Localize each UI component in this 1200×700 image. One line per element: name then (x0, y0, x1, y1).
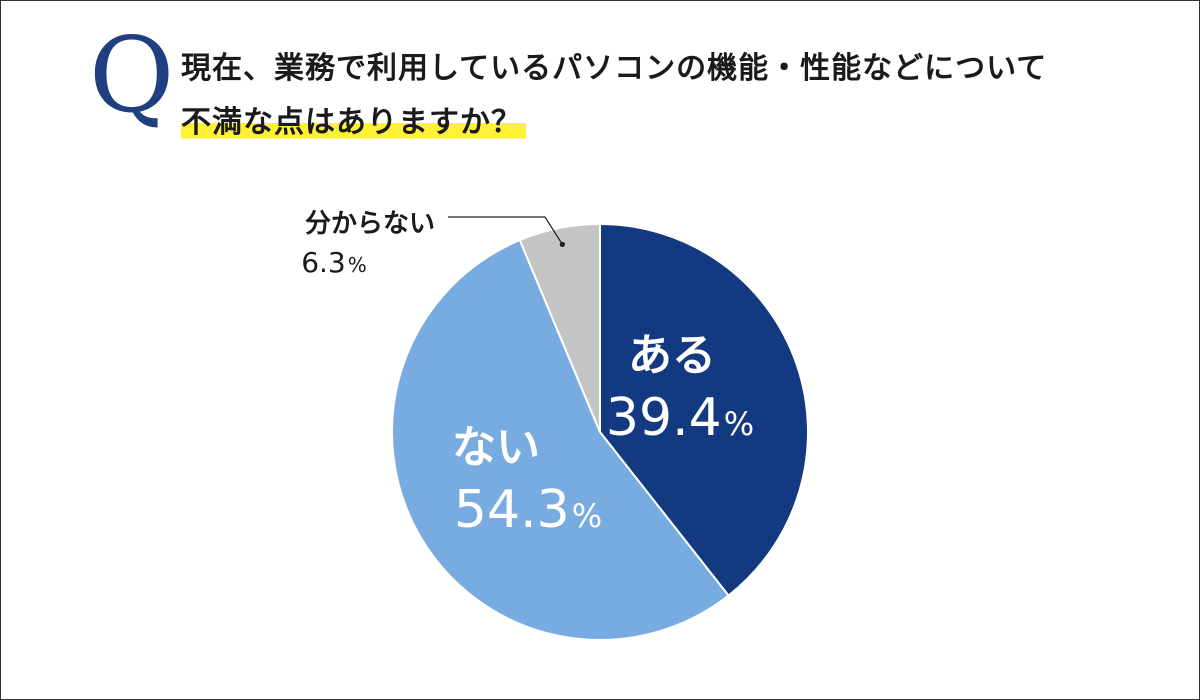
question-mark: Q (89, 14, 175, 136)
pie-slice-0 (599, 222, 809, 597)
question-line-2: 不満な点はありますか？ (181, 97, 526, 141)
callout-leader-line (448, 216, 563, 245)
pie-slice-1 (391, 238, 730, 641)
callout-dot (559, 241, 565, 247)
pie-slice-2 (518, 222, 601, 433)
slice-label-0: ある (628, 330, 716, 381)
question-line-1: 現在、業務で利用しているパソコンの機能・性能などについて (181, 51, 1048, 86)
slice-value-1: 54.3% (454, 480, 602, 540)
slice-value-0: 39.4% (606, 388, 754, 448)
slice-value-2: 6.3% (301, 246, 367, 279)
slice-label-2: 分からない (305, 209, 435, 239)
question-line-2-highlight: 不満な点はありますか？ (181, 105, 526, 140)
slice-label-1: ない (452, 422, 540, 473)
